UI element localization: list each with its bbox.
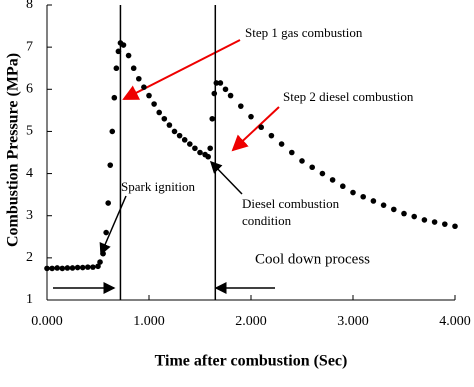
data-point: [79, 264, 86, 271]
annotation: Cool down process: [255, 251, 370, 267]
data-point: [391, 206, 397, 213]
x-tick-label: 4.000: [439, 314, 471, 329]
annotation-arrow: [209, 160, 243, 195]
data-point: [156, 109, 162, 116]
data-point: [64, 265, 71, 271]
y-tick-label: 4: [26, 166, 33, 181]
y-tick-label: 8: [26, 0, 33, 12]
data-point: [44, 265, 50, 272]
data-point: [115, 48, 122, 55]
annotation: Spark ignition: [121, 179, 196, 194]
annotation-arrow: [122, 39, 241, 100]
data-point: [97, 259, 103, 265]
data-point: [105, 200, 111, 206]
data-point: [59, 265, 66, 272]
annotation-arrow: [231, 106, 280, 152]
annotation: Diesel combustion: [242, 196, 340, 211]
data-point: [278, 141, 285, 147]
data-point: [125, 52, 132, 59]
data-point: [411, 213, 418, 220]
data-point: [197, 149, 203, 156]
data-point: [120, 42, 127, 48]
x-tick-label: 1.000: [133, 314, 165, 329]
y-tick-label: 7: [26, 39, 33, 54]
data-point: [136, 75, 142, 82]
data-point: [103, 229, 109, 236]
data-point: [350, 189, 356, 196]
data-point: [100, 250, 106, 257]
data-point: [49, 265, 55, 272]
data-point: [74, 264, 81, 271]
data-point: [213, 80, 220, 86]
data-point: [248, 113, 254, 120]
data-point: [319, 170, 326, 177]
data-point: [380, 202, 387, 208]
data-point: [187, 141, 193, 147]
data-point: [192, 145, 198, 152]
data-point: [452, 223, 458, 230]
data-point: [329, 177, 336, 183]
data-point: [95, 263, 101, 270]
y-axis-label: Combustion Pressure (MPa): [5, 53, 22, 247]
data-point: [107, 162, 114, 168]
data-point: [370, 198, 377, 204]
y-tick-label: 6: [26, 82, 33, 97]
data-point: [54, 265, 60, 271]
data-point: [421, 217, 428, 223]
data-point: [176, 132, 183, 139]
data-point: [340, 183, 346, 190]
y-tick-label: 5: [26, 124, 33, 139]
data-point: [166, 122, 173, 128]
data-point: [109, 128, 116, 135]
data-point: [146, 92, 152, 99]
x-axis-label: Time after combustion (Sec): [155, 353, 348, 370]
data-point: [401, 210, 407, 217]
data-point: [431, 219, 438, 225]
data-point: [209, 115, 216, 122]
data-point: [111, 94, 118, 101]
data-point: [171, 128, 178, 135]
y-tick-label: 1: [26, 292, 33, 307]
data-point: [299, 158, 305, 164]
data-point: [205, 153, 211, 160]
data-point: [141, 84, 147, 90]
data-point: [211, 90, 218, 97]
x-tick-label: 2.000: [235, 314, 267, 329]
data-point: [238, 103, 244, 109]
data-point: [309, 164, 316, 171]
x-tick-label: 0.000: [31, 314, 63, 329]
data-point: [442, 221, 448, 227]
data-point: [207, 145, 213, 152]
data-point: [258, 124, 265, 131]
annotation: condition: [242, 213, 292, 228]
annotation: Step 1 gas combustion: [245, 25, 363, 40]
data-point: [268, 132, 275, 139]
data-point: [360, 193, 367, 200]
x-tick-label: 3.000: [337, 314, 369, 329]
data-point: [289, 149, 295, 156]
y-tick-label: 2: [26, 250, 33, 265]
data-point: [90, 264, 96, 270]
data-point: [161, 115, 168, 122]
annotation-arrow: [99, 195, 127, 256]
data-point: [217, 80, 224, 86]
data-point: [69, 265, 76, 271]
data-point: [85, 264, 91, 270]
data-point: [151, 101, 157, 107]
data-point: [113, 65, 120, 72]
data-point: [181, 137, 188, 143]
data-point: [130, 65, 137, 72]
annotation: Step 2 diesel combustion: [283, 89, 414, 104]
data-point: [222, 86, 229, 93]
data-point: [227, 92, 234, 99]
y-tick-label: 3: [26, 208, 33, 223]
